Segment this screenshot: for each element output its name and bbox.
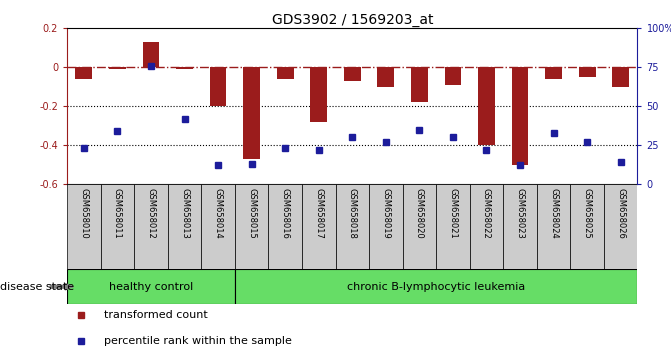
Bar — [67, 269, 235, 304]
Bar — [436, 184, 470, 269]
Bar — [277, 67, 294, 79]
Bar — [470, 184, 503, 269]
Text: GSM658012: GSM658012 — [146, 188, 156, 239]
Text: GSM658010: GSM658010 — [79, 188, 89, 239]
Text: GSM658025: GSM658025 — [582, 188, 592, 239]
Text: GSM658013: GSM658013 — [180, 188, 189, 239]
Text: transformed count: transformed count — [104, 310, 208, 320]
Bar — [176, 67, 193, 69]
Bar — [209, 67, 227, 106]
Text: GSM658022: GSM658022 — [482, 188, 491, 239]
Bar — [109, 67, 126, 69]
Bar — [101, 184, 134, 269]
Bar — [403, 184, 436, 269]
Bar — [444, 67, 461, 85]
Text: GSM658016: GSM658016 — [280, 188, 290, 239]
Bar — [344, 67, 361, 81]
Text: GSM658024: GSM658024 — [549, 188, 558, 239]
Bar — [537, 184, 570, 269]
Text: disease state: disease state — [0, 282, 74, 292]
Title: GDS3902 / 1569203_at: GDS3902 / 1569203_at — [272, 13, 433, 27]
Bar — [235, 184, 268, 269]
Text: GSM658018: GSM658018 — [348, 188, 357, 239]
Text: GSM658026: GSM658026 — [616, 188, 625, 239]
Bar — [545, 67, 562, 79]
Text: GSM658014: GSM658014 — [213, 188, 223, 239]
Bar — [310, 67, 327, 122]
Bar — [336, 184, 369, 269]
Text: chronic B-lymphocytic leukemia: chronic B-lymphocytic leukemia — [347, 282, 525, 292]
Text: GSM658017: GSM658017 — [314, 188, 323, 239]
Bar — [134, 184, 168, 269]
Bar — [503, 184, 537, 269]
Bar — [201, 184, 235, 269]
Bar — [612, 67, 629, 87]
Text: percentile rank within the sample: percentile rank within the sample — [104, 336, 292, 346]
Bar — [302, 184, 336, 269]
Bar — [511, 67, 529, 165]
Bar — [578, 67, 595, 77]
Bar — [411, 67, 427, 102]
Bar — [67, 184, 101, 269]
Text: healthy control: healthy control — [109, 282, 193, 292]
Bar — [235, 269, 637, 304]
Bar — [369, 184, 403, 269]
Text: GSM658020: GSM658020 — [415, 188, 424, 239]
Bar — [268, 184, 302, 269]
Bar — [377, 67, 394, 87]
Text: GSM658019: GSM658019 — [381, 188, 391, 239]
Bar — [243, 67, 260, 159]
Text: GSM658011: GSM658011 — [113, 188, 122, 239]
Bar — [142, 42, 159, 67]
Text: GSM658015: GSM658015 — [247, 188, 256, 239]
Bar — [570, 184, 604, 269]
Bar — [75, 67, 92, 79]
Bar — [478, 67, 495, 145]
Bar — [604, 184, 637, 269]
Text: GSM658021: GSM658021 — [448, 188, 458, 239]
Text: GSM658023: GSM658023 — [515, 188, 525, 239]
Bar — [168, 184, 201, 269]
